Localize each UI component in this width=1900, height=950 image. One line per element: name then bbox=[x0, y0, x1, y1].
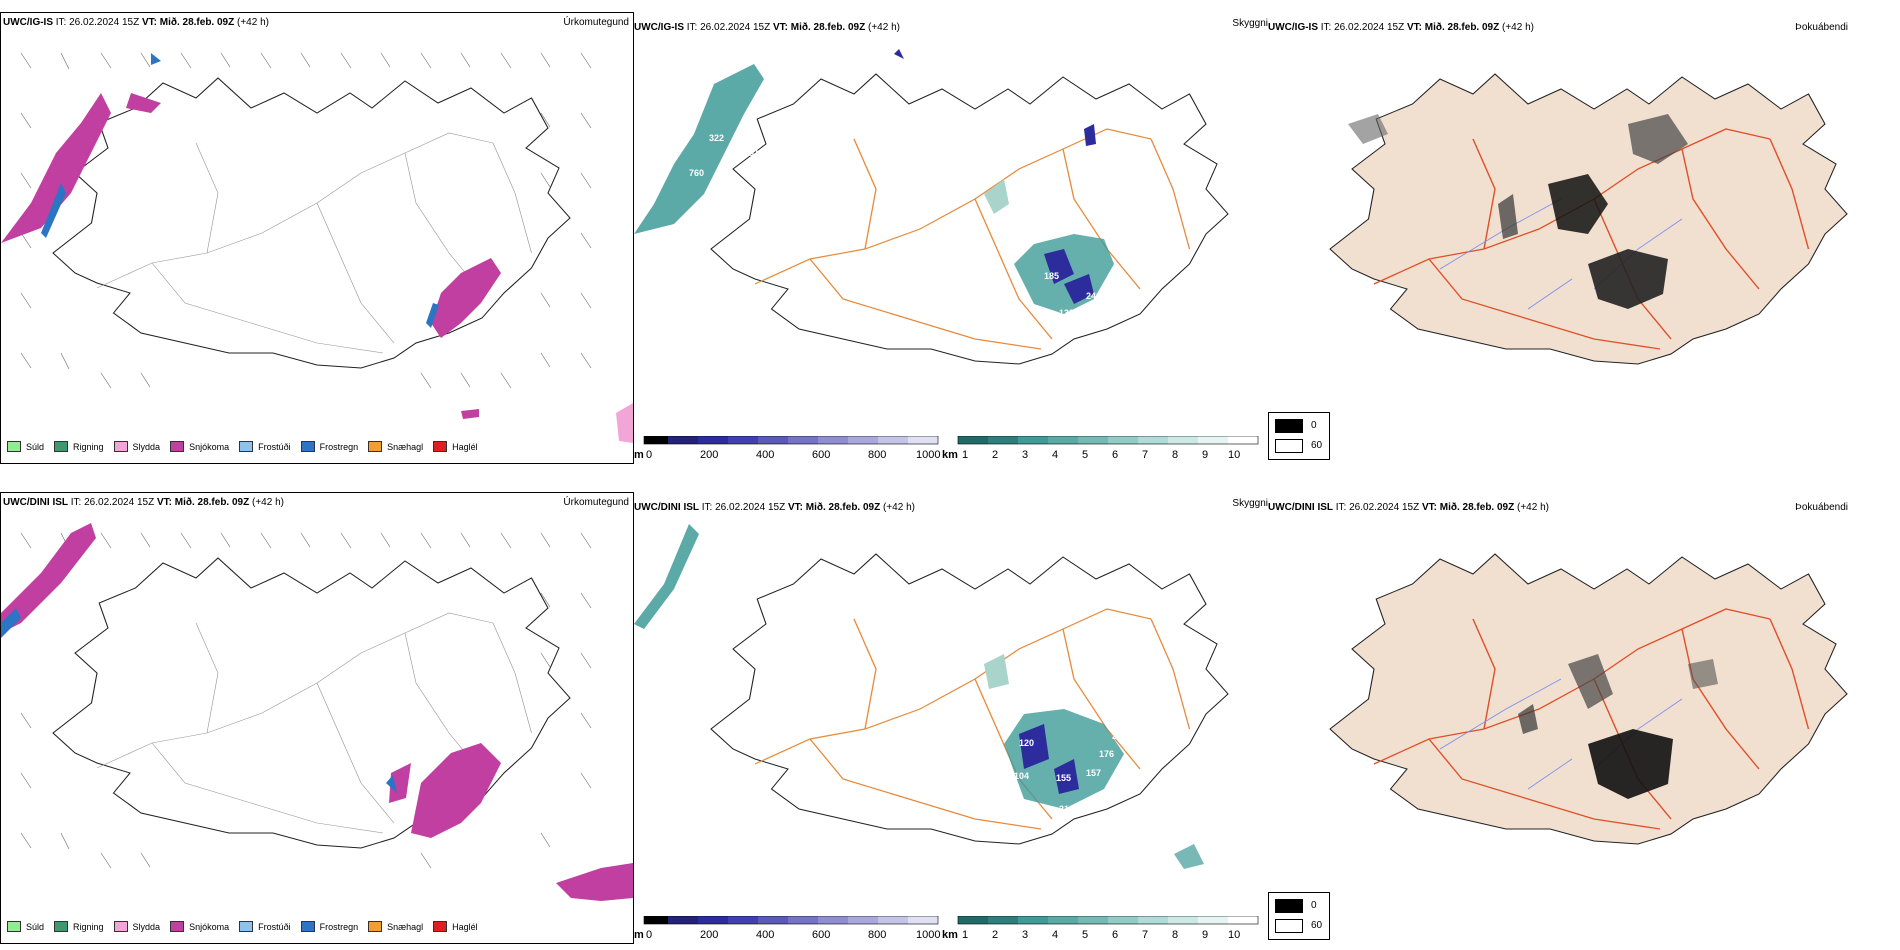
visibility-label: 185 bbox=[1044, 271, 1059, 281]
visibility-label: 610 bbox=[749, 148, 764, 158]
visibility-label: 210 bbox=[1112, 731, 1127, 741]
legend-item-snow-pellets: Snæhagl bbox=[368, 441, 423, 452]
panel-title: Úrkomutegund bbox=[563, 497, 629, 508]
panel-title: Skyggni bbox=[1232, 18, 1268, 29]
visibility-panel-1: UWC/IG-IS IT: 26.02.2024 15Z VT: Mið. 28… bbox=[634, 12, 1268, 464]
valid-value: Mið. 28.feb. 09Z bbox=[159, 17, 235, 28]
precip-legend: Súld Rigning Slydda Snjókoma Frostúði Fr… bbox=[7, 441, 478, 452]
legend-item-freezing-drizzle: Frostúði bbox=[239, 441, 291, 452]
visibility-colorbar: m 0 200 400 600 800 1000 bbox=[634, 435, 940, 461]
fog-index-panel-1: UWC/IG-IS IT: 26.02.2024 15Z VT: Mið. 28… bbox=[1268, 12, 1868, 464]
panel-header: UWC/DINI ISL IT: 26.02.2024 15Z VT: Mið.… bbox=[634, 502, 915, 513]
init-value: 26.02.2024 15Z bbox=[69, 17, 140, 28]
legend-item-sleet: Slydda bbox=[113, 441, 160, 452]
valid-label: VT: bbox=[141, 17, 157, 28]
fog-index-map bbox=[1329, 553, 1848, 845]
colorbar-gradient bbox=[643, 915, 939, 925]
fog-legend: 0 60 bbox=[1268, 412, 1330, 460]
fog-legend: 0 60 bbox=[1268, 892, 1330, 940]
legend-item-drizzle: Súld bbox=[7, 441, 44, 452]
visibility-label: 241 bbox=[1086, 291, 1101, 301]
legend-item-snow: Snjókoma bbox=[170, 441, 229, 452]
panel-header: UWC/IG-IS IT: 26.02.2024 15Z VT: Mið. 28… bbox=[3, 17, 269, 28]
visibility-label: 210 bbox=[1059, 804, 1074, 814]
distance-colorbar: km 1 2 3 4 5 6 7 8 9 10 bbox=[942, 915, 1268, 941]
visibility-map: 322 246 610 760 185 133 241 315 bbox=[634, 49, 1229, 365]
panel-title: Þokuábendi bbox=[1795, 22, 1848, 33]
distance-colorbar: km 1 2 3 4 5 6 7 8 9 10 bbox=[942, 435, 1268, 461]
legend-item-rain: Rigning bbox=[54, 441, 104, 452]
legend-item-freezing-rain: Frostregn bbox=[300, 921, 358, 932]
legend-item-sleet: Slydda bbox=[113, 921, 160, 932]
colorbar-gradient bbox=[957, 435, 1259, 445]
precip-type-map bbox=[1, 523, 633, 901]
init-label: IT: bbox=[55, 17, 67, 28]
legend-item-hail: Haglél bbox=[433, 441, 478, 452]
panel-header: UWC/DINI ISL IT: 26.02.2024 15Z VT: Mið.… bbox=[3, 497, 284, 508]
visibility-label: 157 bbox=[1086, 768, 1101, 778]
precip-type-panel-1: UWC/IG-IS IT: 26.02.2024 15Z VT: Mið. 28… bbox=[0, 12, 634, 464]
visibility-label: 322 bbox=[709, 133, 724, 143]
visibility-label: 315 bbox=[1062, 346, 1077, 356]
legend-item-freezing-drizzle: Frostúði bbox=[239, 921, 291, 932]
legend-item-snow: Snjókoma bbox=[170, 921, 229, 932]
colorbar-gradient bbox=[957, 915, 1259, 925]
visibility-label: 104 bbox=[1014, 771, 1029, 781]
panel-title: Þokuábendi bbox=[1795, 502, 1848, 513]
legend-item-freezing-rain: Frostregn bbox=[300, 441, 358, 452]
visibility-label: 120 bbox=[1019, 738, 1034, 748]
fog-index-map bbox=[1329, 73, 1848, 365]
visibility-map: 120 104 155 157 176 210 210 bbox=[634, 524, 1229, 869]
visibility-panel-2: UWC/DINI ISL IT: 26.02.2024 15Z VT: Mið.… bbox=[634, 492, 1268, 944]
lead-time: (+42 h) bbox=[237, 17, 269, 28]
colorbar-gradient bbox=[643, 435, 939, 445]
fog-index-panel-2: UWC/DINI ISL IT: 26.02.2024 15Z VT: Mið.… bbox=[1268, 492, 1868, 944]
visibility-colorbar: m 0 200 400 600 800 1000 bbox=[634, 915, 940, 941]
legend-item-hail: Haglél bbox=[433, 921, 478, 932]
legend-item-snow-pellets: Snæhagl bbox=[368, 921, 423, 932]
panel-header: UWC/IG-IS IT: 26.02.2024 15Z VT: Mið. 28… bbox=[1268, 22, 1534, 33]
legend-item-drizzle: Súld bbox=[7, 921, 44, 932]
precip-type-map bbox=[1, 52, 633, 443]
visibility-label: 176 bbox=[1099, 749, 1114, 759]
panel-title: Skyggni bbox=[1232, 498, 1268, 509]
panel-title: Úrkomutegund bbox=[563, 17, 629, 28]
model-name: UWC/IG-IS bbox=[3, 17, 53, 28]
visibility-label: 246 bbox=[739, 130, 754, 140]
panel-header: UWC/DINI ISL IT: 26.02.2024 15Z VT: Mið.… bbox=[1268, 502, 1549, 513]
legend-item-rain: Rigning bbox=[54, 921, 104, 932]
visibility-label: 155 bbox=[1056, 773, 1071, 783]
precip-legend: Súld Rigning Slydda Snjókoma Frostúði Fr… bbox=[7, 921, 478, 932]
visibility-label: 760 bbox=[689, 168, 704, 178]
panel-header: UWC/IG-IS IT: 26.02.2024 15Z VT: Mið. 28… bbox=[634, 22, 900, 33]
precip-type-panel-2: UWC/DINI ISL IT: 26.02.2024 15Z VT: Mið.… bbox=[0, 492, 634, 944]
visibility-label: 133 bbox=[1059, 308, 1074, 318]
